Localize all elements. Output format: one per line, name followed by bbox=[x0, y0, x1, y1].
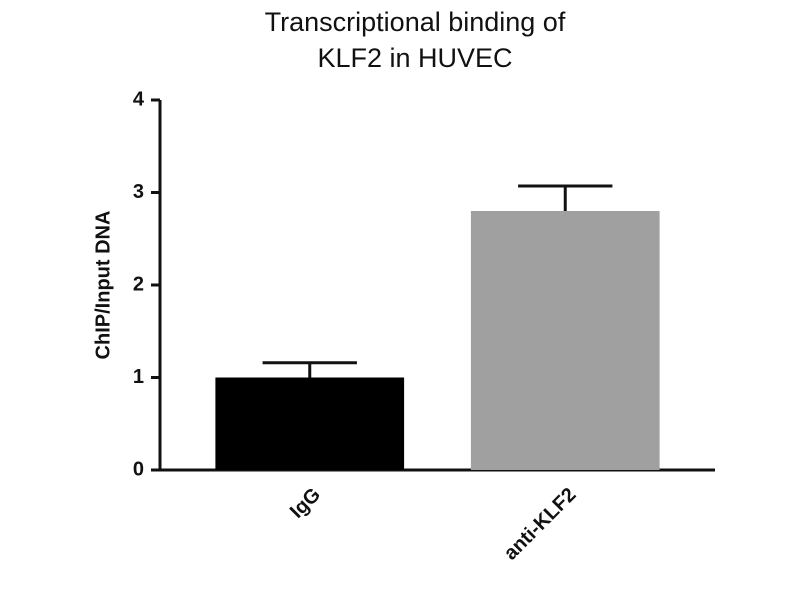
y-tick-label: 4 bbox=[133, 88, 145, 110]
chart-title: Transcriptional binding of KLF2 in HUVEC bbox=[264, 7, 566, 73]
bar bbox=[215, 377, 405, 470]
x-tick-label: IgG bbox=[286, 484, 325, 523]
y-tick-label: 1 bbox=[133, 366, 144, 388]
y-tick-label: 0 bbox=[133, 458, 144, 480]
y-tick-label: 2 bbox=[133, 273, 144, 295]
x-tick-label: anti-KLF2 bbox=[500, 484, 581, 565]
bar bbox=[470, 211, 660, 470]
y-axis-label: ChIP/Input DNA bbox=[92, 211, 114, 360]
y-tick-label: 3 bbox=[133, 181, 144, 203]
